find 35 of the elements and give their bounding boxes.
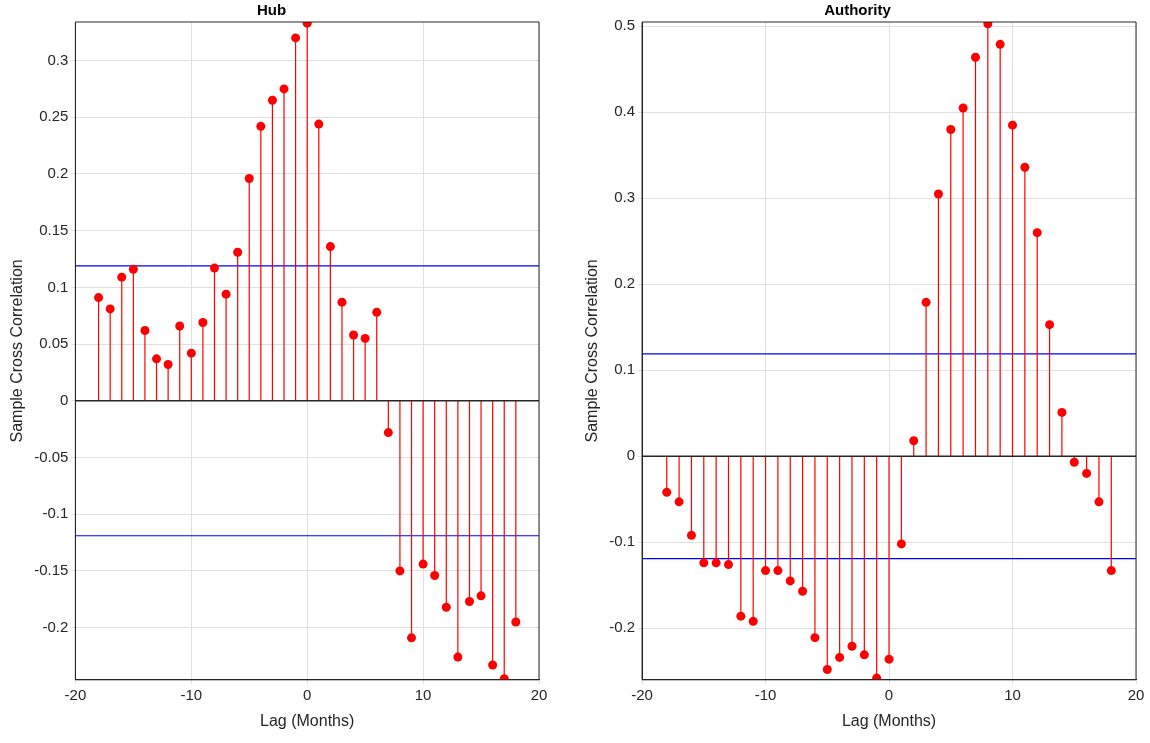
x-tick-label: 20 — [530, 685, 548, 703]
y-tick-label: 0.1 — [47, 277, 69, 295]
y-tick-label: 0.5 — [614, 16, 636, 34]
x-tick-label: -10 — [754, 685, 777, 703]
x-tick-label: -20 — [64, 685, 87, 703]
y-tick-label: 0 — [626, 446, 636, 464]
x-tick-label: 10 — [1004, 685, 1021, 703]
chart-title: Hub — [256, 1, 287, 19]
y-tick-label: 0.1 — [614, 360, 636, 378]
y-tick-label: -0.2 — [42, 617, 69, 635]
y-tick-label: -0.15 — [34, 561, 69, 579]
x-tick-label: 10 — [414, 685, 432, 703]
x-axis-title: Lag (Months) — [260, 711, 355, 729]
y-axis-title: Sample Cross Correlation — [583, 259, 601, 443]
y-tick-label: -0.05 — [34, 447, 69, 465]
y-tick-label: 0 — [60, 390, 69, 408]
y-tick-label: 0.3 — [47, 50, 69, 68]
y-tick-label: 0.05 — [39, 334, 69, 352]
y-tick-label: 0.4 — [614, 102, 636, 120]
x-tick-label: 0 — [303, 685, 312, 703]
y-tick-label: 0.15 — [39, 220, 69, 238]
y-axis-title: Sample Cross Correlation — [8, 259, 26, 443]
x-tick-label: -20 — [631, 685, 653, 703]
y-tick-label: -0.2 — [609, 618, 636, 636]
x-tick-label: 20 — [1127, 685, 1145, 703]
y-tick-label: 0.2 — [47, 164, 69, 182]
y-tick-label: 0.2 — [614, 274, 636, 292]
y-tick-label: 0.25 — [39, 107, 69, 125]
x-tick-label: -10 — [180, 685, 203, 703]
y-tick-label: -0.1 — [42, 504, 69, 522]
chart-title: Authority — [824, 1, 892, 19]
x-axis-title: Lag (Months) — [841, 711, 937, 729]
y-tick-label: -0.1 — [609, 532, 636, 550]
x-tick-label: 0 — [884, 685, 894, 703]
y-tick-label: 0.3 — [614, 188, 636, 206]
